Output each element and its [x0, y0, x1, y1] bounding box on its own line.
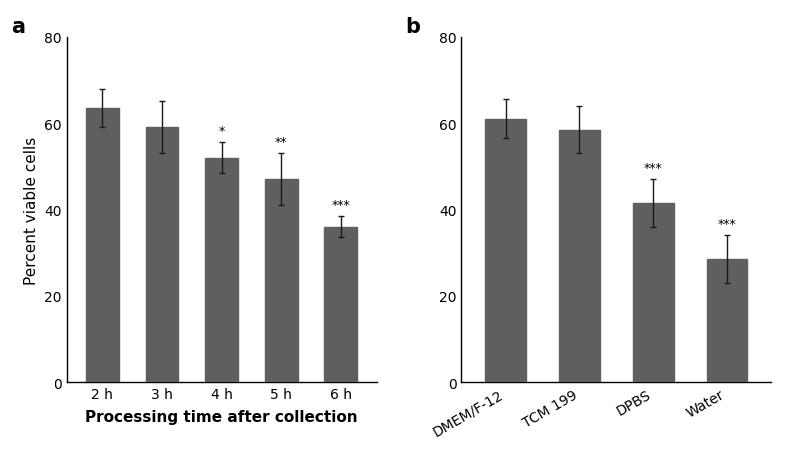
Bar	[707, 259, 747, 382]
X-axis label: Processing time after collection: Processing time after collection	[85, 410, 358, 425]
Bar	[485, 120, 526, 382]
Text: ***: ***	[332, 198, 350, 211]
Text: *: *	[218, 125, 225, 138]
Bar	[633, 203, 674, 382]
Text: **: **	[275, 136, 288, 149]
Bar	[146, 128, 178, 382]
Bar	[205, 158, 238, 382]
Bar	[325, 227, 357, 382]
Bar	[86, 109, 119, 382]
Text: ***: ***	[644, 162, 663, 175]
Y-axis label: Percent viable cells: Percent viable cells	[24, 136, 39, 284]
Text: ***: ***	[718, 217, 737, 231]
Text: a: a	[11, 17, 25, 37]
Bar	[265, 180, 298, 382]
Text: b: b	[406, 17, 421, 37]
Bar	[559, 130, 600, 382]
